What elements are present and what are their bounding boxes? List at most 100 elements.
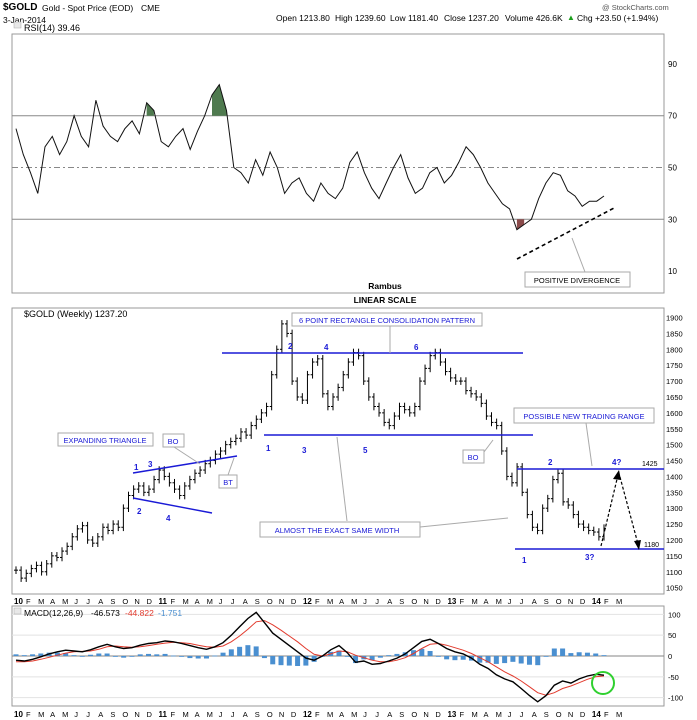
time-axis-bottom-label-43: A bbox=[532, 710, 537, 719]
macd-label: MACD(12,26,9) bbox=[24, 608, 83, 618]
price-tick-1150: 1150 bbox=[666, 552, 682, 561]
price-tick-1300: 1300 bbox=[666, 504, 683, 513]
macd-histogram-bar bbox=[88, 654, 94, 656]
time-axis-bottom-label-44: S bbox=[544, 710, 549, 719]
rectangle-box bbox=[291, 312, 483, 327]
projection-up-arrowhead-icon bbox=[613, 470, 621, 480]
rsi-tick-50: 50 bbox=[668, 164, 677, 173]
price-tick-1100: 1100 bbox=[666, 568, 682, 577]
macd-histogram-bar bbox=[551, 648, 557, 656]
author-label: Rambus bbox=[368, 281, 402, 291]
price-tick-1850: 1850 bbox=[666, 329, 683, 338]
rect-point-5: 5 bbox=[363, 446, 368, 455]
macd-histogram-bar bbox=[71, 655, 77, 656]
macd-tick--100: -100 bbox=[668, 694, 683, 703]
range-box bbox=[513, 407, 655, 424]
time-axis-label-42: J bbox=[520, 597, 524, 606]
time-axis-label-43: A bbox=[532, 597, 537, 606]
macd-tick-0: 0 bbox=[668, 652, 672, 661]
time-axis-label-47: D bbox=[580, 597, 586, 606]
triangle-text: EXPANDING TRIANGLE bbox=[63, 436, 146, 445]
macd-histogram-bar bbox=[237, 646, 243, 656]
time-axis-bottom-label-42: J bbox=[520, 710, 524, 719]
macd-histogram-bar bbox=[162, 653, 168, 656]
macd-histogram-bar bbox=[261, 656, 267, 659]
macd-histogram-bar bbox=[386, 655, 392, 656]
macd-histogram-bar bbox=[195, 656, 201, 659]
rsi-tick-30: 30 bbox=[668, 215, 677, 224]
time-axis-bottom-label-32: S bbox=[399, 710, 404, 719]
time-axis-label-46: N bbox=[568, 597, 573, 606]
macd-histogram-bar bbox=[228, 649, 234, 656]
time-axis-label-16: M bbox=[207, 597, 213, 606]
range-pointer bbox=[585, 422, 593, 467]
macd-histogram-bar bbox=[435, 656, 441, 657]
macd-histogram-bar bbox=[179, 656, 185, 657]
bo-pointer-2 bbox=[483, 439, 494, 453]
price-tick-1600: 1600 bbox=[666, 409, 683, 418]
macd-histogram-bar bbox=[518, 656, 524, 664]
time-axis-label-44: S bbox=[544, 597, 549, 606]
time-axis-bottom-label-28: M bbox=[351, 710, 357, 719]
macd-histogram-bar bbox=[526, 656, 532, 665]
rsi-tick-10: 10 bbox=[668, 267, 677, 276]
time-axis-label-37: F bbox=[459, 597, 464, 606]
macd-histogram-bar bbox=[369, 656, 375, 661]
divergence-pointer bbox=[571, 237, 586, 273]
rsi-oversold-fill-0 bbox=[516, 219, 525, 230]
price-tick-1450: 1450 bbox=[666, 457, 683, 466]
projection-up-arrow bbox=[600, 474, 619, 547]
macd-histogram-bar bbox=[452, 656, 458, 661]
time-axis-bottom-label-40: M bbox=[496, 710, 502, 719]
time-axis-label-31: A bbox=[387, 597, 392, 606]
range-point-1: 1 bbox=[522, 556, 527, 565]
time-axis-label-24: 12 bbox=[303, 597, 312, 606]
rect-point-1: 1 bbox=[266, 444, 271, 453]
bo-text-2: BO bbox=[468, 453, 479, 462]
macd-histogram-bar bbox=[535, 656, 541, 666]
time-axis-label-25: F bbox=[315, 597, 320, 606]
rsi-tick-90: 90 bbox=[668, 60, 677, 69]
macd-histogram-bar bbox=[38, 653, 44, 656]
triangle-point-3: 3 bbox=[148, 460, 153, 469]
time-axis-bottom-label-6: J bbox=[86, 710, 90, 719]
price-tick-1050: 1050 bbox=[666, 584, 683, 593]
time-axis-bottom-label-17: J bbox=[219, 710, 223, 719]
macd-tick-50: 50 bbox=[668, 631, 676, 640]
time-axis-bottom-label-19: A bbox=[243, 710, 248, 719]
macd-histogram-bar bbox=[137, 654, 143, 656]
time-axis-label-8: S bbox=[110, 597, 115, 606]
rect-point-2: 2 bbox=[288, 342, 293, 351]
time-axis-bottom-label-26: M bbox=[327, 710, 333, 719]
projection-down-arrowhead-icon bbox=[634, 540, 641, 550]
macd-histogram-bar bbox=[96, 653, 102, 656]
rectangle-text: 6 POINT RECTANGLE CONSOLIDATION PATTERN bbox=[299, 316, 475, 325]
time-axis-label-6: J bbox=[86, 597, 90, 606]
triangle-point-2: 2 bbox=[137, 507, 142, 516]
highlight-ring-icon bbox=[591, 671, 615, 695]
time-axis-label-41: J bbox=[508, 597, 512, 606]
macd-histogram-bar bbox=[129, 656, 135, 657]
macd-histogram-bar bbox=[270, 656, 276, 665]
signal-value: -44.822 bbox=[125, 608, 154, 618]
time-axis-bottom-label-14: M bbox=[183, 710, 189, 719]
time-axis-bottom-label-50: M bbox=[616, 710, 622, 719]
macd-histogram-bar bbox=[170, 655, 176, 657]
time-axis-bottom-label-39: A bbox=[484, 710, 489, 719]
time-axis-label-21: O bbox=[267, 597, 273, 606]
macd-histogram-bar bbox=[576, 652, 582, 656]
time-axis-bottom-label-49: F bbox=[604, 710, 609, 719]
rsi-label: RSI(14) 39.46 bbox=[24, 23, 80, 33]
macd-histogram-bar bbox=[278, 656, 284, 666]
symbol: $GOLD bbox=[3, 2, 38, 13]
macd-histogram-bar bbox=[203, 656, 209, 659]
price-tick-1200: 1200 bbox=[666, 536, 683, 545]
macd-value: -46.573 bbox=[91, 608, 120, 618]
rsi-overbought-fill-0 bbox=[146, 102, 154, 116]
time-axis-label-36: 13 bbox=[447, 597, 456, 606]
time-axis-bottom-label-8: S bbox=[110, 710, 115, 719]
time-axis-bottom-label-10: N bbox=[134, 710, 139, 719]
time-axis-label-39: A bbox=[484, 597, 489, 606]
time-axis-bottom-label-37: F bbox=[459, 710, 464, 719]
